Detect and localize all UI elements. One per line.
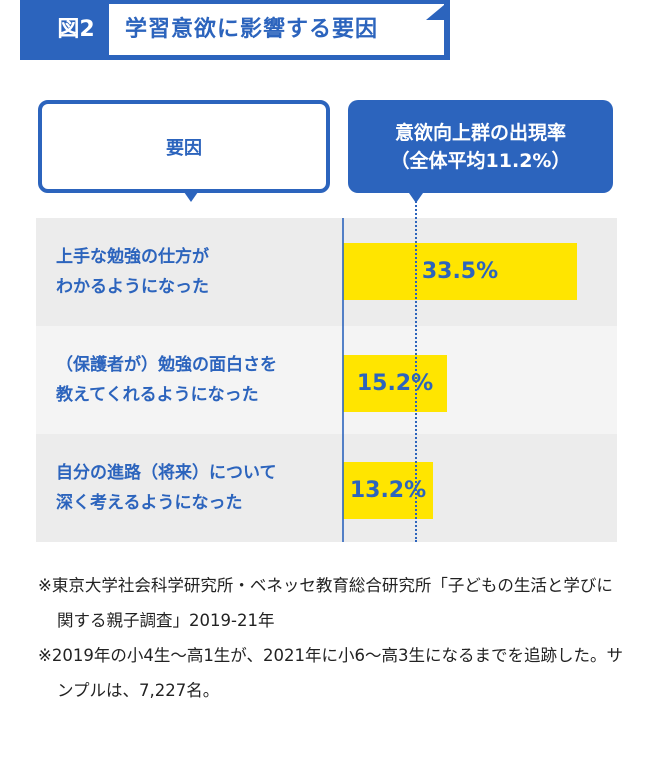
chart-row: （保護者が）勉強の面白さを 教えてくれるようになった 15.2%: [36, 326, 617, 434]
bar: 15.2%: [343, 355, 447, 412]
bar-chart: 上手な勉強の仕方が わかるようになった 33.5% （保護者が）勉強の面白さを …: [36, 198, 617, 542]
footnotes: ※東京大学社会科学研究所・ベネッセ教育総合研究所「子どもの生活と学びに関する親子…: [38, 568, 628, 708]
header-factor-label: 要因: [166, 137, 202, 159]
header-factor: 要因: [38, 100, 330, 202]
average-reference-line: [415, 198, 417, 542]
header-factor-pointer: [184, 192, 198, 202]
chart-row: 自分の進路（将来）について 深く考えるようになった 13.2%: [36, 434, 617, 542]
bar-value: 15.2%: [356, 371, 434, 396]
row-label: （保護者が）勉強の面白さを 教えてくれるようになった: [56, 355, 277, 405]
bar: 33.5%: [343, 243, 577, 300]
bar-value: 13.2%: [349, 478, 427, 503]
header-rate-line1: 意欲向上群の出現率: [394, 121, 566, 144]
footnote-sample: ※2019年の小4生〜高1生が、2021年に小6〜高3生になるまでを追跡した。サ…: [38, 646, 623, 700]
title-fold-corner: [426, 0, 450, 20]
figure-title-bar: 図2 学習意欲に影響する要因: [20, 0, 450, 60]
bar-value: 33.5%: [421, 259, 499, 284]
chart-row: 上手な勉強の仕方が わかるようになった 33.5%: [36, 218, 617, 326]
figure-number: 図2: [57, 17, 95, 42]
footnote-source: ※東京大学社会科学研究所・ベネッセ教育総合研究所「子どもの生活と学びに関する親子…: [38, 576, 613, 630]
figure-title: 学習意欲に影響する要因: [125, 17, 379, 42]
row-label: 上手な勉強の仕方が わかるようになった: [56, 247, 209, 297]
row-label: 自分の進路（将来）について 深く考えるようになった: [56, 463, 277, 513]
figure-title-box: 学習意欲に影響する要因: [109, 4, 444, 55]
bar: 13.2%: [343, 462, 433, 519]
value-axis-line: [342, 218, 344, 542]
header-rate: 意欲向上群の出現率 （全体平均11.2%）: [348, 100, 613, 203]
header-rate-line2: （全体平均11.2%）: [390, 149, 571, 172]
